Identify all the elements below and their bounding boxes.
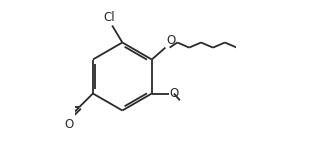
- Text: Cl: Cl: [104, 11, 115, 24]
- Text: O: O: [169, 87, 179, 100]
- Text: O: O: [65, 118, 74, 131]
- Text: O: O: [166, 34, 175, 47]
